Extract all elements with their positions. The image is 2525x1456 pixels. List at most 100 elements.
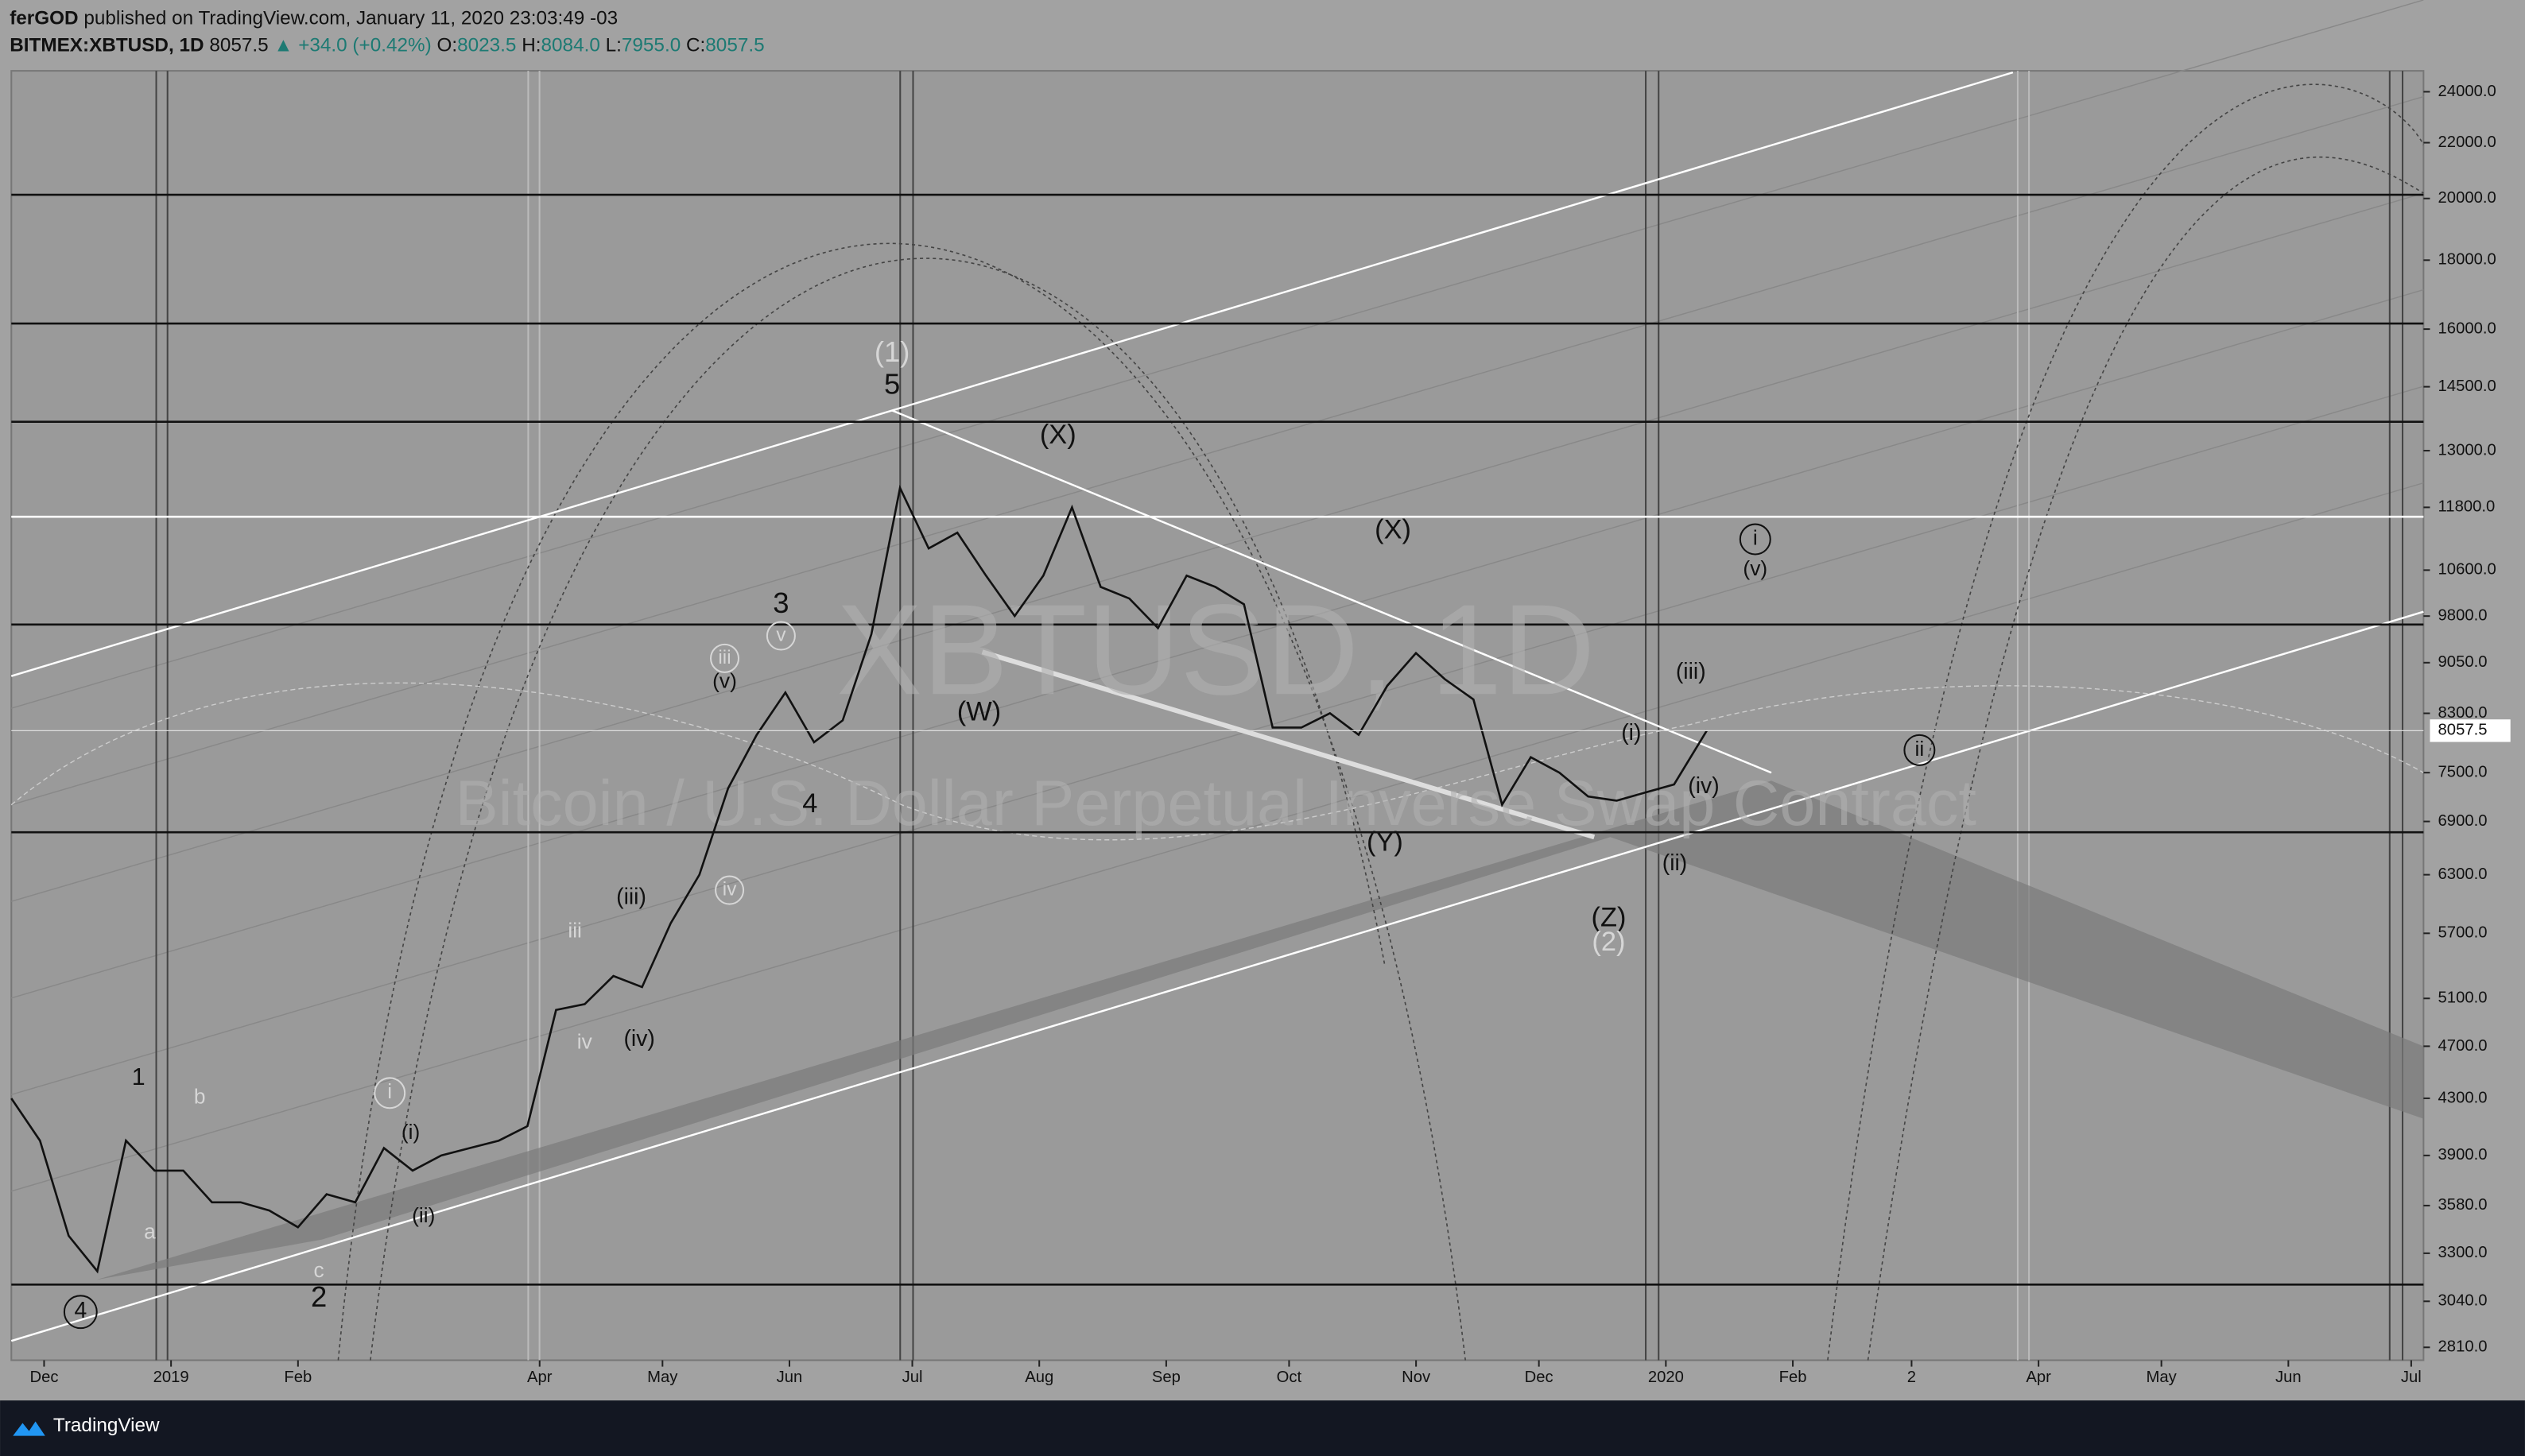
wave-label: (X) [1040,420,1076,450]
wave-label: v [776,624,786,645]
x-tick-label: Apr [2026,1369,2051,1386]
wave-label: (iii) [1676,659,1706,684]
sine-arcs [337,83,2425,1361]
y-tick-label: 8300.0 [2438,704,2488,722]
x-tick-label: 2019 [153,1369,189,1386]
wave-label: i [387,1079,392,1103]
y-tick-label: 16000.0 [2438,319,2496,337]
y-tick-label: 3580.0 [2438,1196,2488,1214]
wave-channel [981,649,1596,840]
wave-label: 2 [311,1280,327,1313]
l-label: L: [606,35,622,56]
wave-label: (Y) [1367,827,1403,857]
y-tick-label: 4700.0 [2438,1037,2488,1055]
wave-label: i [1753,525,1758,549]
y-tick-label: 10600.0 [2438,561,2496,579]
x-tick-label: 2 [1907,1369,1916,1386]
wave-label: (ii) [1662,850,1687,876]
y-tick-label: 5100.0 [2438,989,2488,1007]
x-tick-label: May [2147,1369,2178,1386]
wave-label: iv [577,1029,593,1053]
y-tick-label: 3040.0 [2438,1292,2488,1310]
c-label: C: [686,35,705,56]
wave-circle [766,621,796,651]
wave-circle [374,1077,406,1109]
author: ferGOD [10,8,78,29]
y-tick-label: 6900.0 [2438,812,2488,830]
y-tick-label: 6300.0 [2438,865,2488,883]
x-tick-label: Nov [1402,1369,1431,1386]
wave-label: 3 [773,587,789,619]
y-tick-label: 11800.0 [2438,498,2496,516]
wave-label: iii [718,647,731,668]
cycle-verticals [155,71,2404,1361]
wave-label: (X) [1375,514,1411,544]
plot: XBTUSD, 1D Bitcoin / U.S. Dollar Perpetu… [10,0,2425,1361]
wave-label: (i) [401,1120,420,1144]
wave-label: (iv) [623,1026,654,1051]
wave-label: iv [723,878,737,900]
wave-label: 4 [74,1298,87,1323]
x-tick-label: Aug [1025,1369,1053,1386]
wave-circle [709,643,740,673]
h-label: H: [522,35,541,56]
x-tick-label: Feb [284,1369,312,1386]
wave-label: 4 [802,788,817,819]
x-tick-label: Dec [29,1369,58,1386]
wave-label: b [194,1084,206,1108]
x-tick-label: 2020 [1648,1369,1684,1386]
plot-area [10,70,2425,1361]
y-tick-label: 5700.0 [2438,924,2488,942]
x-tick-label: Jul [902,1369,923,1386]
price-line [10,484,1708,1274]
footer-bar [0,1400,2525,1456]
horizontal-levels [11,193,2424,1286]
y-tick-label: 18000.0 [2438,251,2496,269]
wave-circle [1903,734,1936,766]
published: published on TradingView.com, January 11… [83,8,618,29]
y-tick-label: 9050.0 [2438,653,2488,671]
y-tick-label: 7500.0 [2438,764,2488,781]
wave-label: a [144,1219,156,1243]
wave-label: (Z) [1591,903,1626,933]
y-tick-label: 20000.0 [2438,189,2496,207]
x-tick-label: Jun [2275,1369,2302,1386]
x-tick-label: Feb [1779,1369,1807,1386]
sine-waves [10,682,2424,841]
wave-label: (2) [1592,927,1625,957]
wave-label: (iv) [1688,773,1719,799]
wave-label: ii [1915,737,1925,761]
wave-label: c [314,1258,324,1282]
x-tick-label: Dec [1525,1369,1553,1386]
price: 8057.5 [209,35,268,56]
wave-label: 5 [884,368,900,401]
y-tick-label: 9800.0 [2438,607,2488,625]
wave-circle [1739,523,1771,556]
high: 8084.0 [541,35,600,56]
brand-logo [13,1421,45,1436]
last-price-label: 8057.5 [2438,722,2488,739]
last-price-tag [2430,719,2511,742]
x-tick-label: May [647,1369,678,1386]
y-tick-label: 13000.0 [2438,441,2496,459]
wave-circle [715,875,745,905]
wave-label: (W) [957,696,1001,726]
change: ▲ +34.0 (+0.42%) [273,35,431,56]
wave-label: 1 [132,1063,145,1090]
wave-label: (iii) [616,885,646,910]
watermark-description: Bitcoin / U.S. Dollar Perpetual Inverse … [456,768,1976,839]
x-tick-label: Sep [1152,1369,1181,1386]
trend-band [96,780,2424,1280]
wave-label: (ii) [412,1203,435,1227]
wave-label: iii [568,919,582,943]
cycle-verticals-light [527,71,2030,1361]
y-tick-label: 4300.0 [2438,1089,2488,1106]
x-tick-label: Apr [527,1369,553,1386]
footer-brand[interactable]: TradingView [53,1415,160,1436]
header-line: ferGOD published on TradingView.com, Jan… [10,8,618,29]
x-tick-label: Jul [2401,1369,2422,1386]
trend-lines [10,71,2424,1342]
symbol: BITMEX:XBTUSD, 1D [10,35,204,56]
x-tick-label: Oct [1277,1369,1302,1386]
